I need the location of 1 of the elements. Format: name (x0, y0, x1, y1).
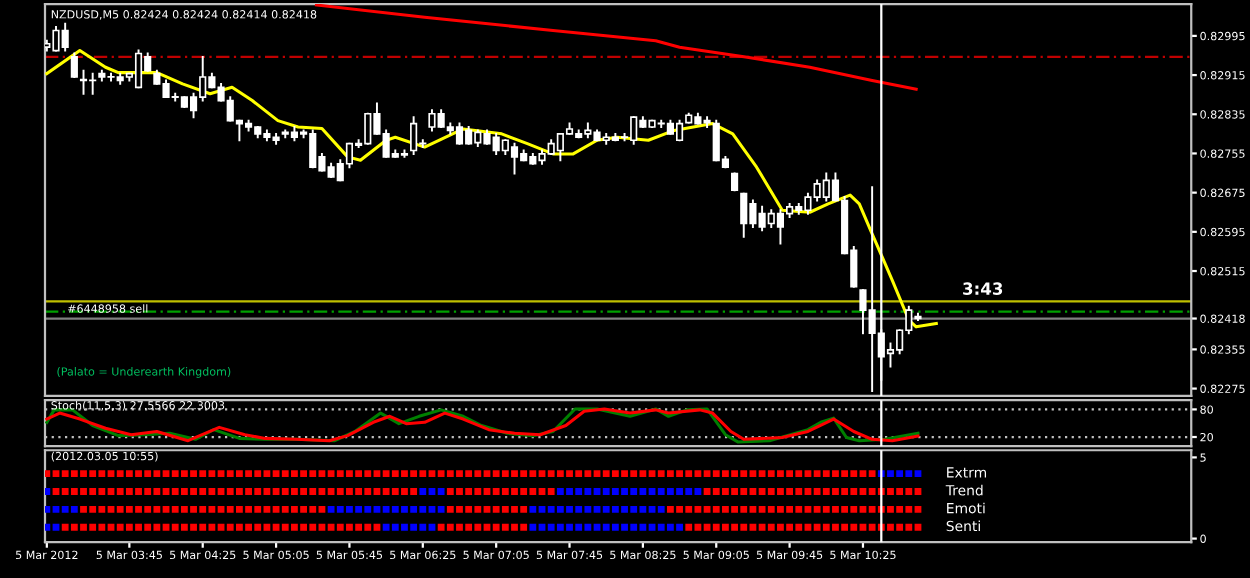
annotation: 3:43 (963, 282, 1003, 295)
